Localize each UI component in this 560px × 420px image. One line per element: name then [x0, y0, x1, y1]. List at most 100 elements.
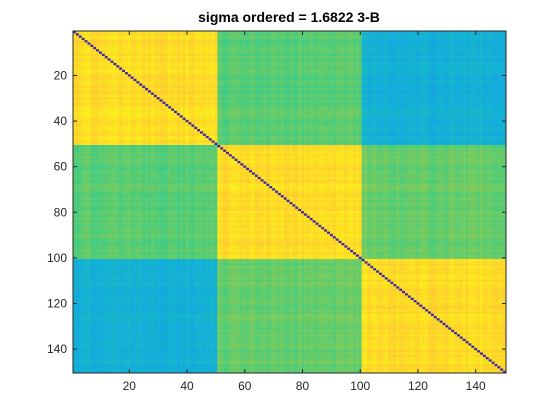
heatmap-cell [344, 67, 348, 71]
heatmap-cell [188, 51, 192, 55]
heatmap-cell [148, 46, 152, 50]
heatmap-cell [179, 51, 184, 55]
heatmap-cell [445, 81, 449, 84]
heatmap-cell [202, 49, 207, 52]
heatmap-cell [211, 78, 215, 82]
heatmap-cell [381, 103, 386, 107]
heatmap-cell [347, 58, 351, 61]
heatmap-cell [500, 81, 504, 84]
heatmap-cell [318, 49, 322, 52]
heatmap-cell [321, 33, 325, 36]
heatmap-cell [223, 31, 227, 34]
heatmap-cell [327, 94, 331, 98]
heatmap-cell [113, 31, 117, 34]
heatmap-cell [327, 53, 331, 57]
heatmap-cell [459, 49, 464, 52]
heatmap-cell [249, 99, 253, 103]
heatmap-cell [286, 83, 290, 87]
heatmap-cell [275, 83, 279, 87]
heatmap-cell [428, 31, 432, 34]
heatmap-cell [130, 83, 134, 87]
heatmap-cell [171, 85, 175, 89]
heatmap-cell [295, 81, 299, 84]
heatmap-cell [428, 88, 432, 91]
heatmap-cell [257, 51, 261, 55]
heatmap-cell [188, 49, 192, 52]
heatmap-cell [370, 85, 374, 89]
heatmap-cell [234, 69, 238, 73]
heatmap-cell [214, 103, 218, 107]
heatmap-cell [191, 97, 195, 100]
heatmap-cell [419, 53, 423, 57]
heatmap-cell [413, 35, 417, 39]
heatmap-cell [500, 99, 504, 103]
heatmap-cell [237, 31, 241, 34]
heatmap-cell [451, 46, 455, 50]
heatmap-cell [344, 60, 348, 64]
heatmap-cell [191, 37, 195, 41]
heatmap-cell [341, 51, 345, 55]
heatmap-cell [390, 40, 394, 43]
heatmap-cell [240, 97, 244, 100]
heatmap-cell [454, 67, 458, 71]
heatmap-cell [228, 33, 233, 36]
heatmap-cell [127, 83, 132, 87]
heatmap-cell [353, 53, 357, 57]
heatmap-cell [257, 74, 261, 77]
heatmap-cell [335, 35, 339, 39]
heatmap-cell [228, 83, 233, 87]
heatmap-cell [451, 44, 455, 48]
heatmap-cell [384, 58, 388, 61]
heatmap-cell [176, 78, 181, 82]
heatmap-cell [168, 99, 172, 103]
heatmap-cell [249, 72, 253, 75]
heatmap-cell [93, 35, 97, 39]
heatmap-cell [335, 31, 339, 34]
heatmap-cell [454, 78, 458, 82]
heatmap-cell [87, 92, 91, 96]
heatmap-cell [327, 78, 331, 82]
heatmap-cell [101, 44, 106, 48]
heatmap-cell [286, 69, 290, 73]
heatmap-cell [399, 72, 403, 75]
heatmap-cell [370, 37, 374, 41]
heatmap-cell [355, 53, 360, 57]
heatmap-cell [471, 81, 475, 84]
heatmap-cell [165, 90, 169, 93]
heatmap-cell [208, 76, 212, 80]
heatmap-cell [312, 49, 316, 52]
heatmap-cell [295, 85, 299, 89]
heatmap-cell [260, 103, 264, 107]
heatmap-cell [133, 65, 137, 68]
heatmap-cell [159, 83, 163, 87]
heatmap-cell [318, 53, 322, 57]
heatmap-cell [399, 56, 403, 59]
heatmap-cell [341, 92, 345, 96]
heatmap-cell [358, 53, 363, 57]
heatmap-cell [306, 56, 311, 59]
heatmap-cell [156, 85, 160, 89]
heatmap-cell [367, 74, 371, 77]
heatmap-cell [477, 53, 481, 57]
heatmap-cell [407, 42, 412, 46]
heatmap-cell [243, 44, 247, 48]
heatmap-cell [260, 31, 264, 34]
heatmap-cell [312, 37, 316, 41]
heatmap-cell [237, 35, 241, 39]
heatmap-cell [439, 88, 443, 91]
heatmap-cell [485, 97, 490, 100]
heatmap-cell [283, 92, 287, 96]
heatmap-cell [225, 97, 230, 100]
heatmap-cell [309, 85, 313, 89]
heatmap-cell [208, 58, 212, 61]
heatmap-cell [347, 33, 351, 36]
heatmap-cell [107, 101, 111, 105]
heatmap-cell [142, 103, 146, 107]
heatmap-cell [130, 35, 134, 39]
heatmap-cell [272, 81, 276, 84]
heatmap-cell [309, 88, 313, 91]
heatmap-cell [454, 92, 458, 96]
heatmap-cell [407, 37, 412, 41]
heatmap-cell [211, 69, 215, 73]
heatmap-cell [454, 33, 458, 36]
